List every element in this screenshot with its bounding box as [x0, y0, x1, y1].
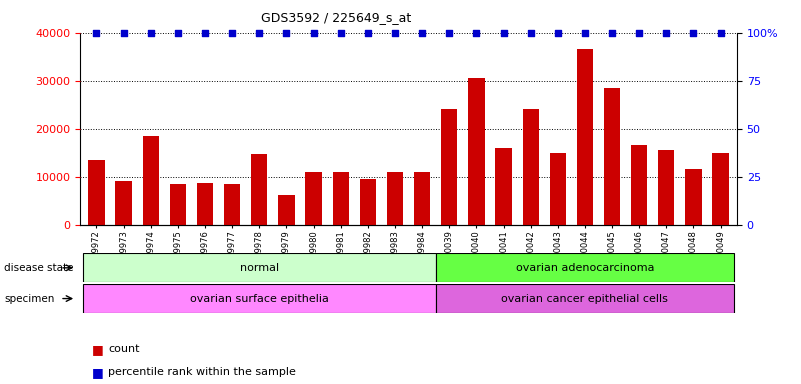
Point: [551, 30, 564, 36]
Text: ■: ■: [92, 366, 104, 379]
Text: ■: ■: [92, 343, 104, 356]
Point: [660, 30, 673, 36]
Bar: [83, 253, 436, 282]
Bar: [170, 184, 186, 225]
Point: [280, 30, 293, 36]
Bar: [305, 172, 322, 225]
Point: [633, 30, 646, 36]
Point: [687, 30, 700, 36]
Point: [416, 30, 429, 36]
Bar: [631, 146, 647, 225]
Bar: [658, 150, 674, 225]
Point: [361, 30, 374, 36]
Bar: [332, 172, 348, 225]
Text: percentile rank within the sample: percentile rank within the sample: [108, 367, 296, 377]
Bar: [436, 253, 735, 282]
Bar: [604, 88, 620, 225]
Point: [307, 30, 320, 36]
Bar: [278, 195, 295, 225]
Bar: [469, 78, 485, 225]
Text: normal: normal: [239, 263, 279, 273]
Point: [714, 30, 727, 36]
Point: [226, 30, 239, 36]
Bar: [387, 172, 403, 225]
Point: [144, 30, 157, 36]
Bar: [713, 153, 729, 225]
Bar: [495, 148, 512, 225]
Text: GDS3592 / 225649_s_at: GDS3592 / 225649_s_at: [261, 12, 412, 25]
Bar: [251, 154, 268, 225]
Point: [443, 30, 456, 36]
Text: count: count: [108, 344, 139, 354]
Text: ovarian cancer epithelial cells: ovarian cancer epithelial cells: [501, 293, 668, 304]
Bar: [549, 153, 566, 225]
Bar: [224, 184, 240, 225]
Point: [524, 30, 537, 36]
Point: [334, 30, 347, 36]
Point: [388, 30, 401, 36]
Bar: [88, 160, 104, 225]
Point: [253, 30, 266, 36]
Bar: [115, 182, 131, 225]
Text: ovarian adenocarcinoma: ovarian adenocarcinoma: [516, 263, 654, 273]
Bar: [436, 284, 735, 313]
Point: [90, 30, 103, 36]
Bar: [197, 183, 213, 225]
Bar: [686, 169, 702, 225]
Point: [171, 30, 184, 36]
Text: ovarian surface epithelia: ovarian surface epithelia: [190, 293, 328, 304]
Bar: [414, 172, 430, 225]
Point: [497, 30, 510, 36]
Point: [470, 30, 483, 36]
Point: [199, 30, 211, 36]
Point: [117, 30, 130, 36]
Bar: [522, 109, 539, 225]
Text: disease state: disease state: [4, 263, 74, 273]
Bar: [143, 136, 159, 225]
Bar: [83, 284, 436, 313]
Point: [578, 30, 591, 36]
Text: specimen: specimen: [4, 293, 54, 304]
Bar: [360, 179, 376, 225]
Point: [606, 30, 618, 36]
Bar: [441, 109, 457, 225]
Bar: [577, 50, 593, 225]
